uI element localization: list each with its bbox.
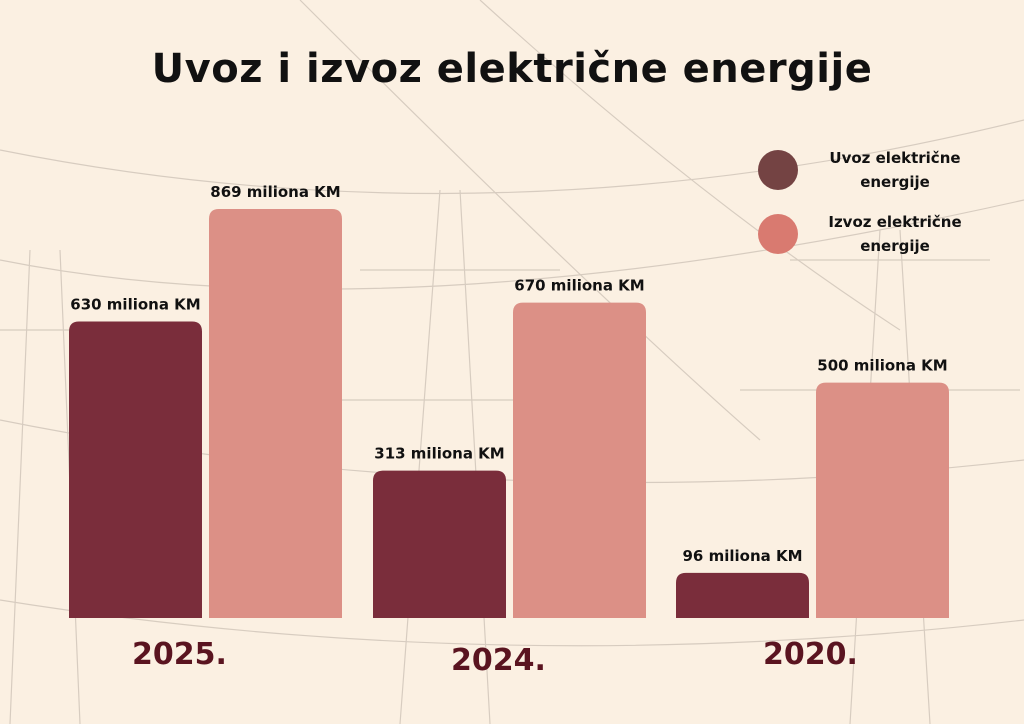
data-label: 313 miliona KM xyxy=(374,445,504,463)
category-label: 2025. xyxy=(132,637,227,672)
data-label: 500 miliona KM xyxy=(817,357,947,375)
data-label: 630 miliona KM xyxy=(70,295,200,313)
legend-label: Izvoz električne xyxy=(828,213,962,231)
legend-swatch-uvoz xyxy=(758,150,798,190)
data-label: 670 miliona KM xyxy=(514,277,644,295)
legend: Uvoz električne energije Izvoz električne… xyxy=(758,146,970,274)
bar-izvoz-2025 xyxy=(209,209,342,618)
bar-uvoz-2025 xyxy=(69,321,202,618)
legend-item-uvoz: Uvoz električne energije xyxy=(758,146,970,194)
data-label: 96 miliona KM xyxy=(682,547,802,565)
legend-swatch-izvoz xyxy=(758,214,798,254)
legend-label: Uvoz električne xyxy=(829,149,961,167)
bar-uvoz-2020 xyxy=(676,572,809,618)
bar-izvoz-2020 xyxy=(816,382,949,618)
legend-label: energije xyxy=(860,237,930,255)
legend-label: energije xyxy=(860,173,930,191)
legend-item-izvoz: Izvoz električne energije xyxy=(758,210,970,258)
category-label: 2024. xyxy=(451,643,546,678)
bar-uvoz-2024 xyxy=(373,470,506,618)
chart-title: Uvoz i izvoz električne energije xyxy=(151,46,873,92)
bar-izvoz-2024 xyxy=(513,302,646,618)
data-label: 869 miliona KM xyxy=(210,183,340,201)
category-label: 2020. xyxy=(763,637,858,672)
